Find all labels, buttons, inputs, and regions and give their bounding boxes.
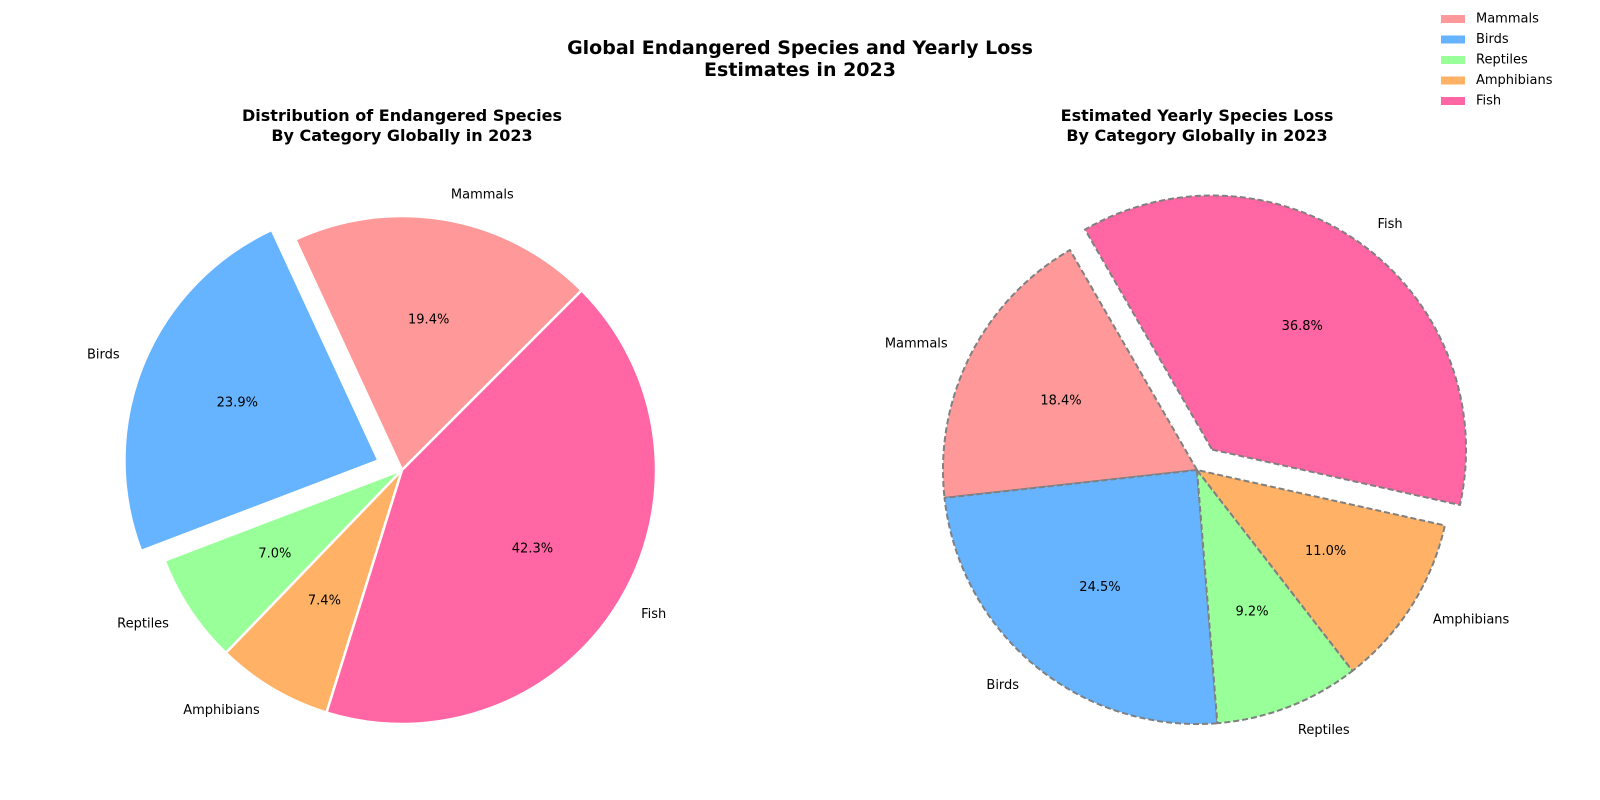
legend-swatch-birds bbox=[1441, 35, 1465, 44]
pie-percent-label-reptiles: 7.0% bbox=[258, 547, 291, 562]
endangered-distribution-pie-chart: Distribution of Endangered Species By Ca… bbox=[87, 106, 666, 726]
pie-slice-amphibians bbox=[224, 468, 404, 714]
pie-percent-label-fish: 36.8% bbox=[1282, 319, 1323, 334]
pie-slices bbox=[942, 194, 1468, 725]
pie-slice-fish bbox=[1084, 194, 1468, 506]
legend-label-birds: Birds bbox=[1476, 32, 1509, 47]
yearly-loss-pie-chart: Estimated Yearly Species Loss By Categor… bbox=[885, 106, 1510, 738]
legend-swatch-reptiles bbox=[1441, 56, 1465, 64]
pie-percent-label-mammals: 18.4% bbox=[1040, 394, 1081, 409]
pie-category-label-birds: Birds bbox=[986, 678, 1019, 693]
pie-percent-label-reptiles: 9.2% bbox=[1236, 605, 1269, 620]
chart-title-line-2: By Category Globally in 2023 bbox=[271, 126, 532, 145]
pie-percent-label-birds: 23.9% bbox=[217, 395, 258, 410]
legend-label-amphibians: Amphibians bbox=[1476, 73, 1553, 88]
figure-title-line-1: Global Endangered Species and Yearly Los… bbox=[567, 37, 1033, 59]
pie-category-label-fish: Fish bbox=[1377, 217, 1402, 232]
chart-title-line-1: Distribution of Endangered Species bbox=[242, 106, 562, 125]
pie-percent-label-mammals: 19.4% bbox=[408, 312, 449, 327]
pie-category-label-birds: Birds bbox=[87, 348, 120, 363]
pie-slice-reptiles bbox=[1196, 469, 1354, 725]
pie-slice-reptiles bbox=[163, 468, 404, 655]
pie-category-label-reptiles: Reptiles bbox=[117, 617, 169, 632]
pie-category-label-amphibians: Amphibians bbox=[1433, 612, 1510, 627]
pie-slice-mammals bbox=[942, 249, 1198, 499]
pie-category-label-reptiles: Reptiles bbox=[1298, 723, 1350, 738]
legend-label-mammals: Mammals bbox=[1476, 12, 1539, 27]
legend-label-reptiles: Reptiles bbox=[1476, 53, 1528, 68]
pie-category-label-mammals: Mammals bbox=[451, 187, 514, 202]
legend-swatch-mammals bbox=[1441, 15, 1465, 23]
pie-percent-label-birds: 24.5% bbox=[1079, 580, 1120, 595]
pie-slices bbox=[123, 214, 658, 726]
legend-label-fish: Fish bbox=[1476, 94, 1501, 109]
pie-slice-mammals bbox=[294, 214, 583, 472]
pie-percent-label-amphibians: 7.4% bbox=[308, 594, 341, 609]
pie-percent-label-amphibians: 11.0% bbox=[1305, 544, 1346, 559]
legend-swatch-amphibians bbox=[1441, 76, 1465, 85]
pie-category-label-amphibians: Amphibians bbox=[183, 703, 260, 718]
pie-slice-fish bbox=[325, 289, 658, 726]
chart-title-line-2: By Category Globally in 2023 bbox=[1066, 126, 1327, 145]
chart-title-line-1: Estimated Yearly Species Loss bbox=[1061, 106, 1334, 125]
pie-labels: 19.4% Mammals 23.9% Birds 7.0% Reptiles 7.4% Am… bbox=[87, 187, 666, 718]
pie-percent-label-fish: 42.3% bbox=[512, 541, 553, 556]
pie-slice-amphibians bbox=[1196, 469, 1446, 672]
pie-slice-birds bbox=[123, 228, 380, 553]
pie-category-label-fish: Fish bbox=[641, 607, 666, 622]
pie-category-label-mammals: Mammals bbox=[885, 336, 948, 351]
pie-slice-birds bbox=[943, 469, 1219, 725]
pie-labels: 18.4% Mammals 24.5% Birds 9.2% Reptiles 11.0% A… bbox=[885, 217, 1510, 738]
legend-swatch-fish bbox=[1441, 97, 1465, 105]
legend: Mammals Birds Reptiles Amphibians Fish bbox=[1441, 12, 1553, 109]
figure-title-line-2: Estimates in 2023 bbox=[704, 59, 896, 81]
